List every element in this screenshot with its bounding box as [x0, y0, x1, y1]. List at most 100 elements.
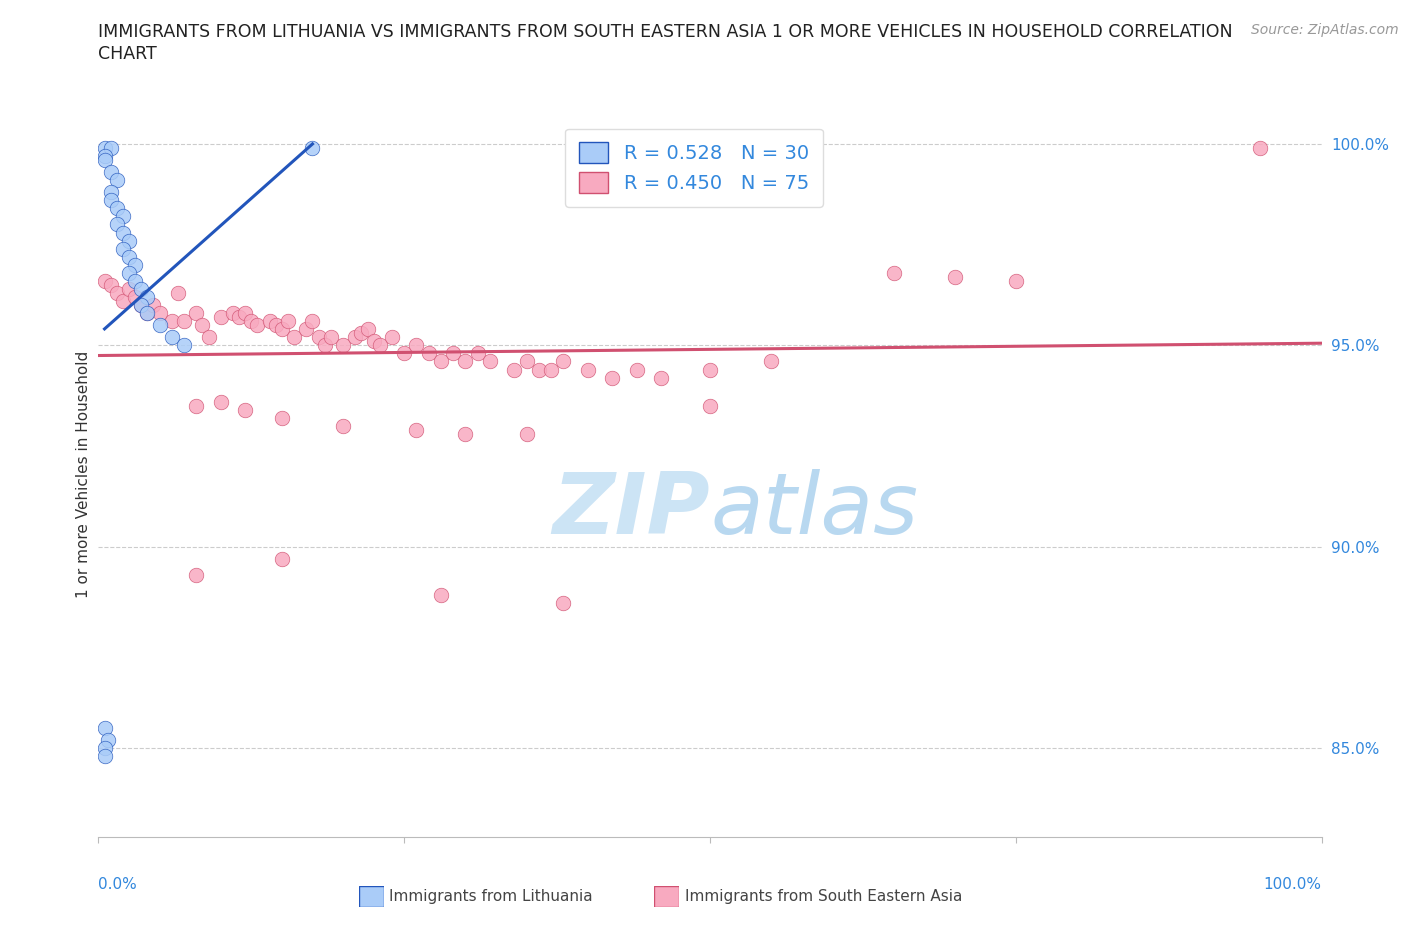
- Point: [136, 289, 159, 304]
- Point: [118, 249, 141, 264]
- Text: ZIP: ZIP: [553, 469, 710, 552]
- Point: [149, 306, 172, 321]
- Point: [301, 313, 323, 328]
- Point: [381, 330, 404, 345]
- Point: [186, 398, 208, 413]
- Point: [105, 286, 128, 300]
- Point: [344, 330, 367, 345]
- Point: [1249, 140, 1271, 155]
- Point: [100, 165, 122, 179]
- Point: [160, 313, 183, 328]
- Point: [295, 322, 318, 337]
- Y-axis label: 1 or more Vehicles in Household: 1 or more Vehicles in Household: [76, 351, 91, 598]
- Point: [111, 225, 134, 240]
- Text: IMMIGRANTS FROM LITHUANIA VS IMMIGRANTS FROM SOUTH EASTERN ASIA 1 OR MORE VEHICL: IMMIGRANTS FROM LITHUANIA VS IMMIGRANTS …: [98, 23, 1233, 41]
- Point: [93, 741, 115, 756]
- Point: [129, 282, 152, 297]
- Point: [332, 418, 354, 433]
- Point: [105, 217, 128, 232]
- Point: [118, 282, 141, 297]
- Text: atlas: atlas: [710, 469, 918, 552]
- Text: CHART: CHART: [98, 45, 157, 62]
- Point: [149, 318, 172, 333]
- Point: [283, 330, 305, 345]
- Point: [142, 298, 165, 312]
- Point: [441, 346, 464, 361]
- Point: [246, 318, 269, 333]
- Point: [699, 362, 721, 377]
- Point: [314, 338, 336, 352]
- Point: [540, 362, 562, 377]
- Point: [186, 306, 208, 321]
- Point: [136, 306, 159, 321]
- Point: [118, 233, 141, 248]
- Point: [93, 273, 115, 288]
- Point: [503, 362, 526, 377]
- Point: [105, 201, 128, 216]
- Point: [430, 588, 453, 603]
- Point: [392, 346, 416, 361]
- Point: [356, 322, 378, 337]
- Point: [100, 185, 122, 200]
- Point: [129, 298, 152, 312]
- Point: [332, 338, 354, 352]
- Point: [515, 354, 537, 369]
- Point: [308, 330, 330, 345]
- Point: [233, 403, 256, 418]
- Point: [160, 330, 183, 345]
- Point: [363, 334, 385, 349]
- Point: [467, 346, 489, 361]
- Point: [209, 310, 232, 325]
- Point: [1004, 273, 1026, 288]
- Point: [626, 362, 648, 377]
- Point: [515, 427, 537, 442]
- Point: [118, 265, 141, 280]
- Point: [100, 193, 122, 207]
- Point: [124, 273, 146, 288]
- Point: [319, 330, 342, 345]
- Point: [240, 313, 263, 328]
- Point: [173, 338, 195, 352]
- Point: [111, 241, 134, 256]
- Text: 0.0%: 0.0%: [98, 877, 138, 892]
- Point: [264, 318, 287, 333]
- Point: [124, 258, 146, 272]
- Point: [350, 326, 373, 340]
- Point: [105, 173, 128, 188]
- Point: [650, 370, 672, 385]
- Point: [111, 294, 134, 309]
- Point: [600, 370, 623, 385]
- Point: [270, 322, 294, 337]
- Point: [93, 140, 115, 155]
- Point: [111, 209, 134, 224]
- Point: [527, 362, 550, 377]
- Point: [454, 427, 477, 442]
- Point: [454, 354, 477, 369]
- Point: [186, 567, 208, 582]
- Point: [100, 140, 122, 155]
- Point: [478, 354, 501, 369]
- Point: [418, 346, 440, 361]
- Point: [368, 338, 391, 352]
- Point: [93, 153, 115, 167]
- Point: [761, 354, 783, 369]
- Point: [191, 318, 214, 333]
- Point: [270, 410, 294, 425]
- Text: Source: ZipAtlas.com: Source: ZipAtlas.com: [1251, 23, 1399, 37]
- Point: [209, 394, 232, 409]
- Point: [93, 149, 115, 164]
- Text: Immigrants from Lithuania: Immigrants from Lithuania: [389, 889, 593, 904]
- Point: [222, 306, 245, 321]
- Point: [124, 289, 146, 304]
- Point: [943, 270, 966, 285]
- Point: [97, 733, 120, 748]
- Point: [173, 313, 195, 328]
- Point: [167, 286, 190, 300]
- Point: [883, 265, 905, 280]
- Point: [430, 354, 453, 369]
- Point: [301, 140, 323, 155]
- Point: [93, 721, 115, 736]
- Point: [228, 310, 250, 325]
- Point: [259, 313, 281, 328]
- Point: [197, 330, 219, 345]
